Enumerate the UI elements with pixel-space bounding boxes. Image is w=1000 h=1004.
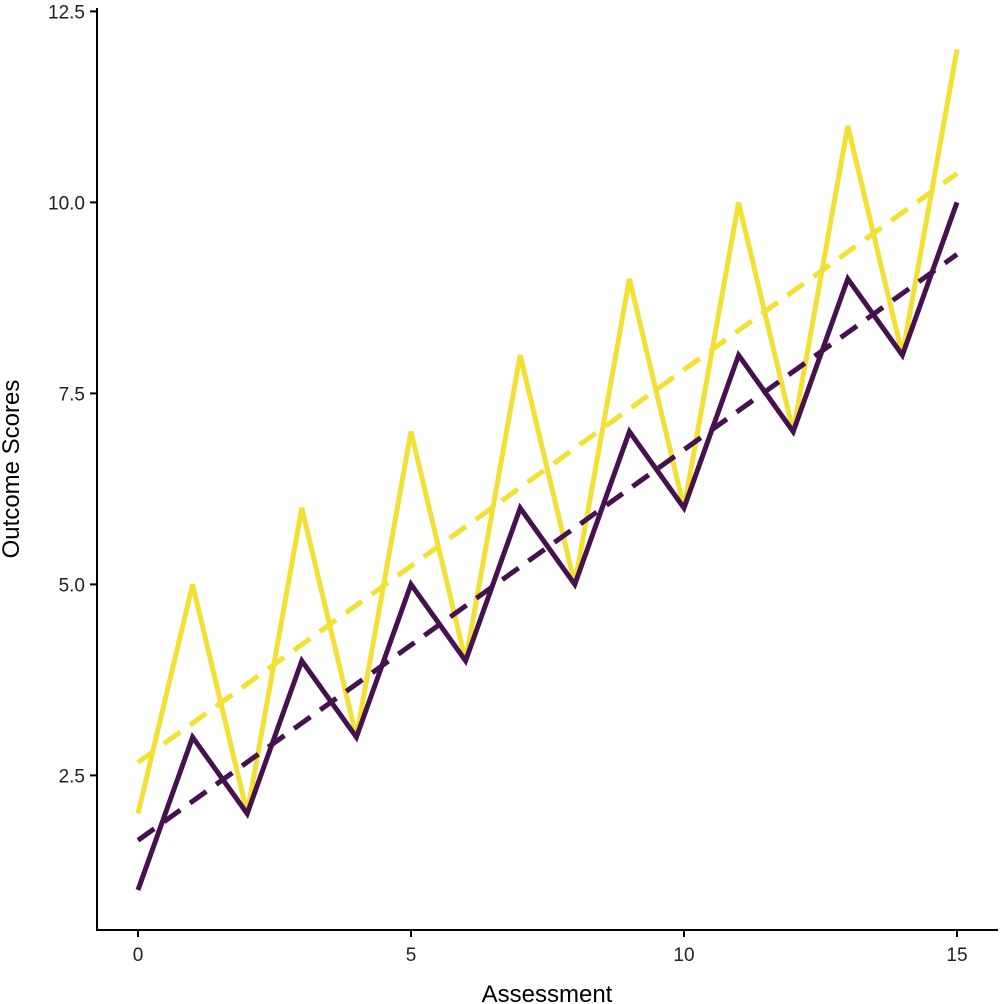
series-line-0 — [135, 49, 960, 815]
y-tick-label: 10.0 — [48, 193, 85, 214]
x-tick-label: 15 — [946, 945, 967, 966]
y-tick-label: 7.5 — [59, 384, 85, 405]
series-line-1 — [135, 201, 960, 891]
x-tick-label: 0 — [133, 945, 144, 966]
y-tick-label: 5.0 — [59, 575, 85, 596]
y-axis-title: Outcome Scores — [0, 380, 25, 559]
x-axis-title: Assessment — [482, 981, 613, 1004]
x-tick-label: 10 — [673, 945, 694, 966]
trend-line-3 — [136, 252, 959, 843]
y-tick-label: 2.5 — [59, 766, 85, 787]
x-tick-label: 5 — [406, 945, 417, 966]
x-ticks: 0 5 10 15 — [133, 930, 968, 966]
series-group — [135, 49, 960, 891]
y-ticks: 2.5 5.0 7.5 10.0 12.5 — [48, 2, 97, 787]
trend-line-2 — [136, 171, 959, 765]
y-tick-label: 12.5 — [48, 2, 85, 23]
